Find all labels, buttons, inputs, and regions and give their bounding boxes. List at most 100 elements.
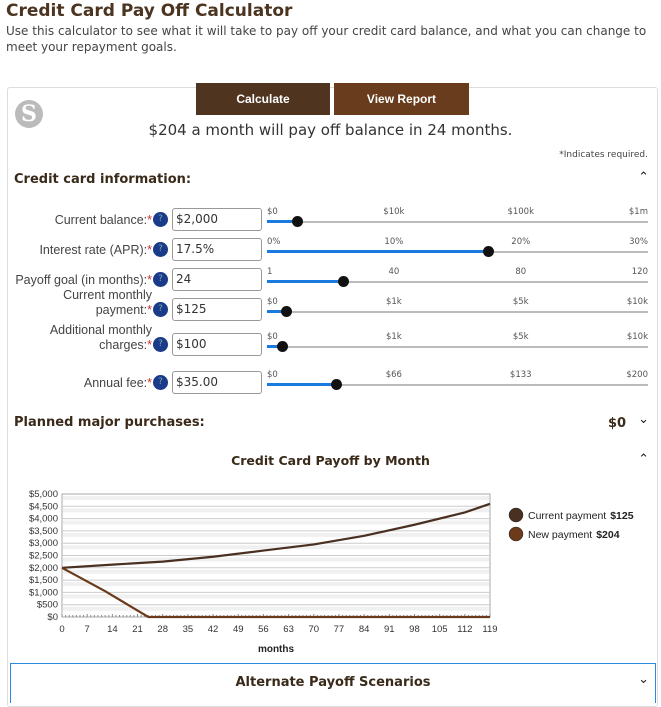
- field-slider[interactable]: 1 40 80 120: [267, 267, 648, 287]
- y-tick-label: $0: [47, 612, 58, 623]
- slider-tick-label: $0: [267, 207, 278, 217]
- x-tick-label: 98: [409, 624, 420, 635]
- chevron-up-icon[interactable]: ⌃: [638, 452, 649, 467]
- y-tick-label: $1,000: [29, 587, 58, 598]
- field-input[interactable]: 24: [172, 268, 262, 291]
- slider-track: [267, 384, 648, 386]
- field-label-text: Current monthly payment:: [63, 288, 152, 317]
- x-tick-label: 56: [258, 624, 269, 635]
- grid-band: [63, 496, 489, 500]
- slider-fill: [267, 220, 298, 223]
- x-tick-label: 112: [457, 624, 472, 635]
- y-tick-label: $3,000: [29, 538, 58, 549]
- slider-tick-label: $5k: [512, 332, 529, 342]
- chevron-up-icon[interactable]: ⌃: [638, 170, 649, 185]
- field-slider[interactable]: $0 $66 $133 $200: [267, 370, 648, 390]
- help-icon[interactable]: ?: [153, 302, 168, 317]
- slider-tick-label: 40: [388, 267, 400, 277]
- help-icon[interactable]: ?: [153, 375, 168, 390]
- slider-tick-label: 10%: [384, 237, 404, 247]
- x-axis-label: months: [258, 644, 295, 655]
- x-tick-label: 70: [308, 624, 319, 635]
- legend-name: New payment: [528, 529, 592, 541]
- field-input[interactable]: $2,000: [172, 208, 262, 231]
- grid-band: [63, 606, 489, 611]
- field-slider[interactable]: $0 $10k $100k $1m: [267, 207, 648, 227]
- payoff-chart: $0$500 $1,000$1,500$2,000$2,500 $3,000$3,5…: [29, 489, 634, 655]
- field-input[interactable]: $100: [172, 333, 262, 356]
- slider-thumb[interactable]: [292, 216, 304, 227]
- chevron-down-icon[interactable]: ⌄: [638, 412, 649, 427]
- field-label-text: Payoff goal (in months):: [15, 273, 148, 287]
- slider-tick-label: 120: [631, 267, 648, 277]
- slider-track: [267, 281, 648, 283]
- grid-band: [63, 520, 489, 525]
- field-row: Additional monthly charges:* ? $100 $0 $1…: [0, 323, 661, 362]
- help-icon[interactable]: ?: [153, 212, 168, 227]
- required-mark: *: [147, 273, 152, 287]
- x-tick-label: 119: [482, 624, 497, 635]
- legend-marker: [508, 526, 524, 542]
- x-tick-label: 91: [384, 624, 395, 635]
- help-icon[interactable]: ?: [153, 242, 168, 257]
- slider-tick-label: 1: [267, 267, 273, 277]
- x-tick-label: 49: [233, 624, 244, 635]
- slider-tick-label: $1k: [385, 297, 402, 307]
- alternate-scenarios-title: Alternate Payoff Scenarios: [235, 675, 431, 690]
- slider-tick-label: $1k: [385, 332, 402, 342]
- required-mark: *: [147, 243, 152, 257]
- slider-thumb[interactable]: [482, 246, 494, 257]
- slider-fill: [267, 310, 287, 313]
- field-row: Current balance:* ? $2,000 $0 $10k $100k $1…: [0, 207, 661, 237]
- grid-band: [63, 557, 489, 562]
- field-slider[interactable]: $0 $1k $5k $10k: [267, 332, 648, 352]
- x-tick-label: 35: [183, 624, 194, 635]
- field-slider[interactable]: $0 $1k $5k $10k: [267, 297, 648, 317]
- required-mark: *: [147, 303, 152, 317]
- slider-thumb[interactable]: [281, 306, 293, 317]
- x-tick-label: 105: [432, 624, 448, 635]
- section-credit-card-info[interactable]: Credit card information:: [14, 172, 192, 187]
- slider-fill: [267, 383, 336, 386]
- field-row: Payoff goal (in months):* ? 24 1 40 80 120: [0, 267, 661, 297]
- calculate-button[interactable]: Calculate: [196, 83, 330, 115]
- field-input[interactable]: $35.00: [172, 371, 262, 394]
- slider-tick-label: $10k: [383, 207, 405, 217]
- field-label: Additional monthly charges:*: [42, 323, 152, 353]
- chevron-down-icon[interactable]: ⌄: [638, 672, 649, 687]
- field-label: Annual fee:*: [84, 376, 152, 391]
- field-label: Current monthly payment:*: [42, 288, 152, 318]
- x-tick-label: 14: [107, 624, 118, 635]
- alternate-scenarios-section[interactable]: Alternate Payoff Scenarios ⌄: [10, 663, 656, 703]
- required-note: *Indicates required.: [559, 150, 648, 160]
- x-tick-label: 0: [59, 624, 64, 635]
- help-icon[interactable]: ?: [153, 272, 168, 287]
- slider-thumb[interactable]: [338, 276, 350, 287]
- slider-tick-label: $0: [267, 370, 278, 380]
- slider-thumb[interactable]: [330, 379, 342, 390]
- page-description: Use this calculator to see what it will …: [6, 24, 647, 54]
- grid-band: [63, 545, 489, 550]
- view-report-button[interactable]: View Report: [334, 83, 469, 115]
- y-tick-label: $2,500: [29, 551, 58, 562]
- help-icon[interactable]: ?: [153, 337, 168, 352]
- field-label: Interest rate (APR):*: [39, 243, 152, 258]
- legend-marker: [508, 507, 524, 523]
- grid-band: [63, 532, 489, 537]
- field-input[interactable]: 17.5%: [172, 238, 262, 261]
- y-tick-label: $5,000: [29, 489, 58, 500]
- field-label-text: Additional monthly charges:: [49, 323, 152, 352]
- legend-label: Current payment $125: [528, 510, 634, 522]
- grid-band: [63, 569, 489, 574]
- result-summary: $204 a month will pay off balance in 24 …: [148, 121, 513, 139]
- slider-thumb[interactable]: [277, 341, 289, 352]
- section-planned-purchases[interactable]: Planned major purchases:: [14, 415, 205, 430]
- slider-track: [267, 221, 648, 223]
- slider-tick-label: $10k: [626, 332, 648, 342]
- x-tick-label: 42: [208, 624, 219, 635]
- x-tick-label: 28: [157, 624, 168, 635]
- field-row: Interest rate (APR):* ? 17.5% 0% 10% 20% 30…: [0, 237, 661, 267]
- field-input[interactable]: $125: [172, 298, 262, 321]
- field-slider[interactable]: 0% 10% 20% 30%: [267, 237, 648, 257]
- slider-tick-label: $0: [267, 332, 278, 342]
